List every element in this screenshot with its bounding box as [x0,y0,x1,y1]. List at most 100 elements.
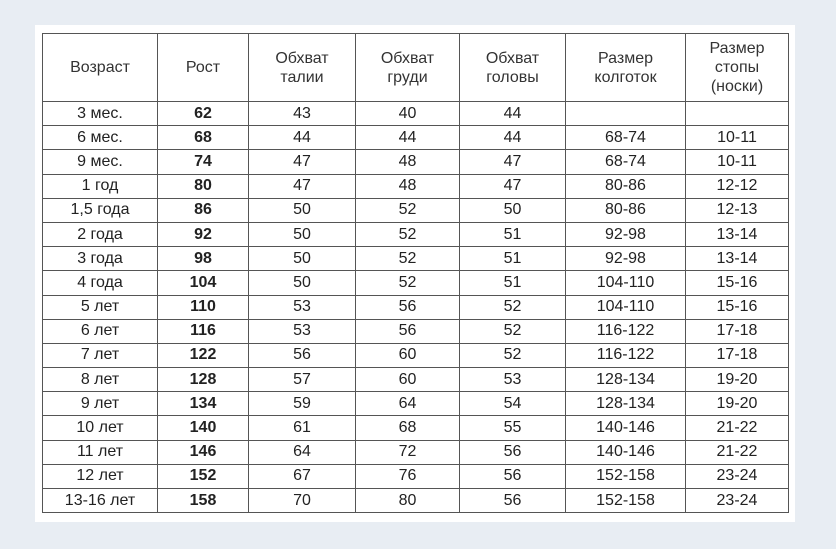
table-cell: 17-18 [685,342,789,369]
table-row: 1,5 года 86 50 52 50 80-86 12-13 [42,197,789,223]
table-row: 9 лет 134 59 64 54 128-134 19-20 [42,391,789,417]
header-line: груди [387,68,428,86]
table-cell [685,100,789,127]
table-cell: 104-110 [565,270,686,296]
table-cell: 60 [355,367,460,393]
table-row: 11 лет 146 64 72 56 140-146 21-22 [42,439,789,465]
table-cell: 48 [355,149,460,175]
table-cell: 13-14 [685,221,789,248]
table-cell [565,100,686,127]
table-cell: 128-134 [565,367,686,393]
column-header: Обхват груди [355,33,460,102]
table-cell: 158 [157,487,249,514]
table-row: 5 лет 110 53 56 52 104-110 15-16 [42,294,789,320]
table-cell: 51 [459,221,566,248]
table-cell: 47 [248,173,356,199]
table-cell: 11 лет [42,439,158,465]
table-cell: 50 [248,197,356,223]
table-cell: 140-146 [565,415,686,441]
table-cell: 17-18 [685,318,789,344]
table-row: 4 года 104 50 52 51 104-110 15-16 [42,270,789,296]
table-cell: 44 [248,125,356,151]
table-cell: 56 [355,294,460,320]
table-cell: 68 [355,415,460,441]
table-row: 7 лет 122 56 60 52 116-122 17-18 [42,342,789,369]
table-cell: 104-110 [565,294,686,320]
table-cell: 56 [248,342,356,369]
table-cell: 52 [459,318,566,344]
table-cell: 15-16 [685,270,789,296]
table-cell: 116 [157,318,249,344]
column-header: Обхват головы [459,33,566,102]
table-cell: 15-16 [685,294,789,320]
table-row: 13-16 лет 158 70 80 56 152-158 23-24 [42,487,789,514]
table-row: 3 года 98 50 52 51 92-98 13-14 [42,246,789,272]
table-cell: 47 [459,149,566,175]
table-cell: 52 [355,221,460,248]
table-cell: 2 года [42,221,158,248]
table-row: 6 лет 116 53 56 52 116-122 17-18 [42,318,789,344]
table-cell: 56 [459,439,566,465]
table-cell: 52 [355,197,460,223]
header-line: колготок [594,68,657,86]
table-cell: 43 [248,100,356,127]
table-cell: 80-86 [565,173,686,199]
table-card: Возраст Рост Обхват талии Обхват груди Обхват г… [35,25,795,522]
table-cell: 62 [157,100,249,127]
table-cell: 92 [157,221,249,248]
table-cell: 70 [248,487,356,514]
table-cell: 134 [157,391,249,417]
column-header: Рост [157,33,249,102]
table-cell: 80 [355,487,460,514]
table-cell: 6 лет [42,318,158,344]
table-cell: 56 [355,318,460,344]
table-cell: 67 [248,463,356,490]
table-row: 3 мес. 62 43 40 44 [42,100,789,127]
table-cell: 56 [459,487,566,514]
table-cell: 44 [355,125,460,151]
header-line: (носки) [710,78,764,95]
table-cell: 60 [355,342,460,369]
table-cell: 152 [157,463,249,490]
table-cell: 116-122 [565,318,686,344]
table-cell: 51 [459,246,566,272]
header-line: Размер [709,40,765,57]
table-cell: 140 [157,415,249,441]
column-header: Размер колготок [565,33,686,102]
table-cell: 140-146 [565,439,686,465]
table-cell: 3 мес. [42,100,158,127]
header-line: Рост [185,59,221,76]
table-cell: 56 [459,463,566,490]
table-cell: 12 лет [42,463,158,490]
table-cell: 68-74 [565,125,686,151]
table-cell: 40 [355,100,460,127]
table-cell: 23-24 [685,463,789,490]
table-cell: 9 лет [42,391,158,417]
table-cell: 128-134 [565,391,686,417]
size-table: Возраст Рост Обхват талии Обхват груди Обхват г… [42,33,789,514]
table-cell: 152-158 [565,487,686,514]
column-header: Возраст [42,33,158,102]
table-cell: 48 [355,173,460,199]
table-row: 9 мес. 74 47 48 47 68-74 10-11 [42,149,789,175]
table-cell: 128 [157,367,249,393]
header-line: Возраст [70,59,130,76]
table-cell: 57 [248,367,356,393]
table-cell: 50 [248,270,356,296]
table-cell: 19-20 [685,391,789,417]
table-cell: 23-24 [685,487,789,514]
table-cell: 12-12 [685,173,789,199]
header-line: Обхват [485,49,540,67]
table-row: 8 лет 128 57 60 53 128-134 19-20 [42,367,789,393]
table-cell: 68 [157,125,249,151]
table-cell: 10 лет [42,415,158,441]
table-cell: 10-11 [685,125,789,151]
table-cell: 3 года [42,246,158,272]
table-cell: 51 [459,270,566,296]
table-cell: 1 год [42,173,158,199]
table-cell: 19-20 [685,367,789,393]
table-cell: 5 лет [42,294,158,320]
table-cell: 50 [248,221,356,248]
table-cell: 110 [157,294,249,320]
table-cell: 116-122 [565,342,686,369]
